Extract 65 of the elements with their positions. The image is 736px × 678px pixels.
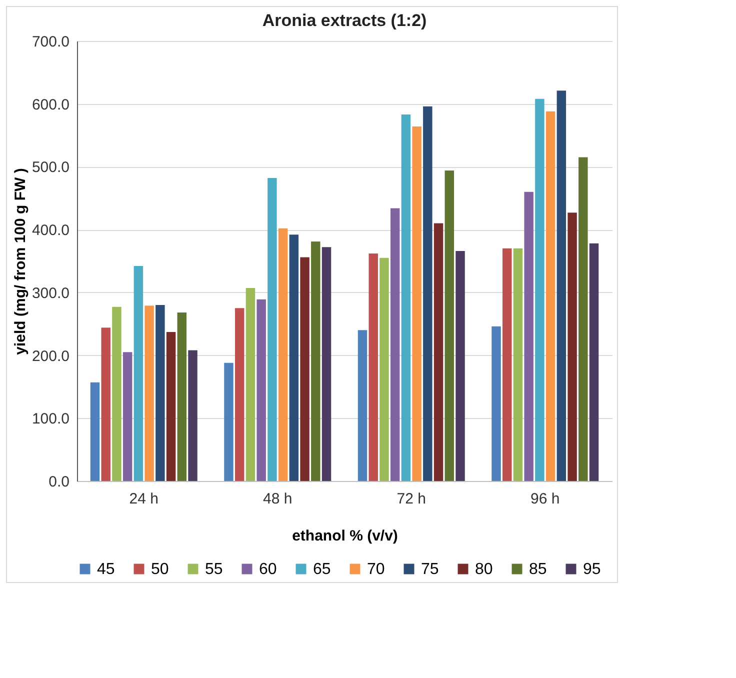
bar — [578, 157, 588, 481]
bar — [101, 328, 110, 481]
bar — [278, 228, 288, 481]
bar — [311, 242, 320, 481]
bar — [234, 308, 244, 481]
bar — [300, 257, 310, 481]
bar — [224, 362, 234, 481]
bar — [502, 248, 512, 481]
bar — [368, 253, 378, 481]
legend-label: 95 — [583, 561, 601, 578]
bar — [322, 247, 332, 481]
bar — [358, 330, 368, 481]
x-tick-label: 96 h — [530, 490, 560, 508]
bar — [289, 234, 299, 481]
bar — [556, 90, 566, 481]
bar — [134, 266, 144, 481]
legend-label: 45 — [97, 561, 115, 578]
bar — [546, 111, 556, 481]
bar — [412, 126, 422, 481]
chart-title: Aronia extracts (1:2) — [262, 11, 427, 30]
legend-label: 65 — [313, 561, 331, 578]
y-tick-label: 700.0 — [32, 34, 70, 50]
x-tick-label: 48 h — [263, 490, 292, 508]
bar — [589, 243, 599, 481]
y-tick-label: 500.0 — [32, 159, 70, 176]
x-tick-label: 24 h — [129, 490, 158, 508]
legend-label: 55 — [205, 561, 223, 578]
legend-label: 85 — [529, 561, 547, 578]
legend-label: 75 — [421, 561, 439, 578]
bar — [456, 250, 465, 481]
x-tick-label: 72 h — [396, 490, 426, 508]
bar — [122, 352, 132, 481]
bar — [177, 312, 187, 481]
y-axis-title: yield (mg/ from 100 g FW ) — [12, 168, 29, 355]
bar — [156, 305, 165, 481]
legend-label: 60 — [259, 561, 277, 578]
x-axis-title: ethanol % (v/v) — [292, 528, 398, 544]
bar — [401, 114, 411, 481]
bar — [112, 306, 122, 481]
legend-label: 50 — [151, 561, 169, 578]
bar — [434, 223, 444, 481]
bar — [492, 326, 501, 481]
y-tick-label: 200.0 — [32, 348, 70, 365]
bar — [166, 332, 176, 481]
bar — [568, 212, 577, 481]
y-tick-label: 600.0 — [32, 96, 70, 114]
bar — [256, 299, 266, 481]
bar — [535, 98, 544, 481]
bar — [524, 192, 534, 481]
bar — [90, 382, 100, 481]
bar — [513, 248, 523, 481]
legend-label: 80 — [475, 561, 493, 578]
bar — [268, 178, 277, 481]
bar — [423, 106, 432, 481]
bar — [390, 208, 400, 481]
y-tick-label: 300.0 — [32, 284, 70, 302]
bar — [380, 258, 389, 481]
y-tick-label: 400.0 — [32, 222, 70, 240]
bar — [246, 288, 256, 481]
bar — [144, 306, 154, 481]
y-tick-label: 0.0 — [48, 474, 70, 490]
bar — [444, 170, 454, 481]
y-tick-label: 100.0 — [32, 410, 70, 428]
bar — [188, 350, 198, 481]
legend-label: 70 — [367, 561, 385, 578]
